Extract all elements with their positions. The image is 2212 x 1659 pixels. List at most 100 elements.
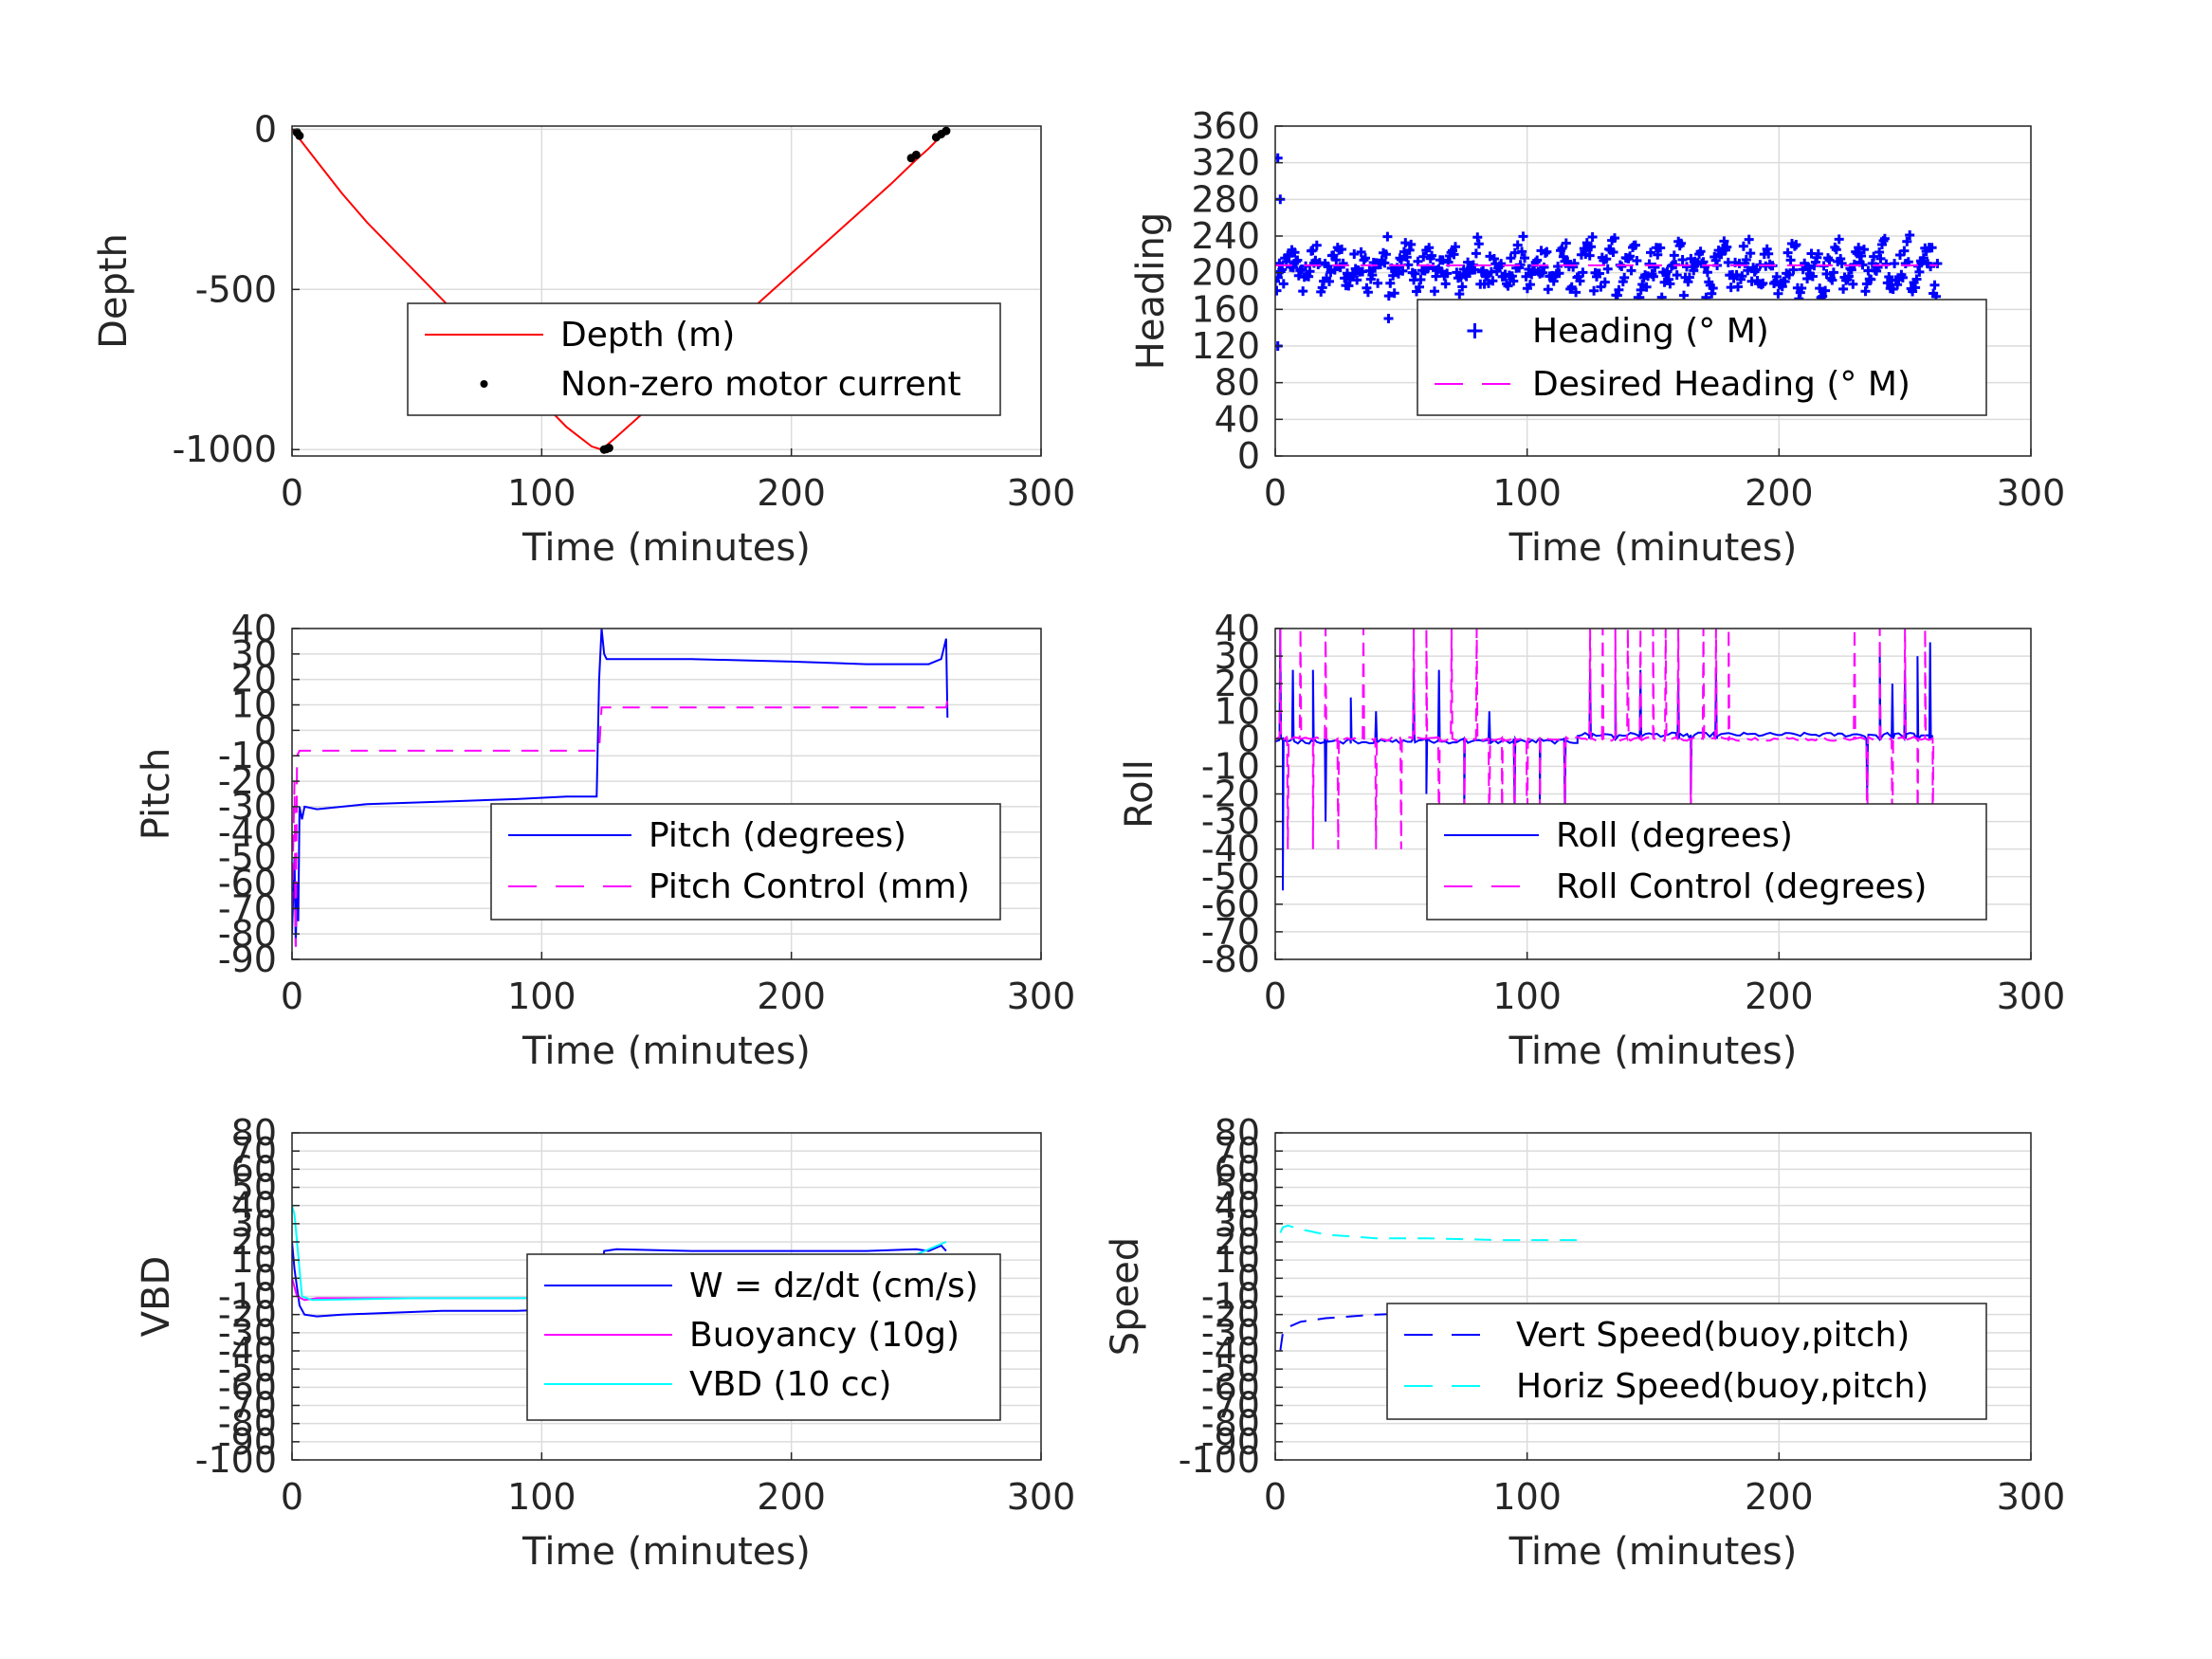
depth-xlabel: Time (minutes) <box>521 526 811 570</box>
roll-legend-label: Roll Control (degrees) <box>1556 867 1927 906</box>
speed-ytick-label: 50 <box>1215 1167 1260 1209</box>
pitch-ytick-label: 0 <box>254 709 277 751</box>
heading-ytick-label: 80 <box>1215 362 1260 404</box>
pitch-chart: 0 100 200 300-90-80-70-60-50-40-30-20-10010… <box>135 608 1075 1073</box>
depth-axes-box <box>291 125 1042 457</box>
depth-legend-label: Depth (m) <box>560 316 735 355</box>
vbd-legend-box <box>526 1253 1001 1421</box>
depth-series-1-point <box>295 131 304 140</box>
vbd-ytick-label: -20 <box>218 1294 277 1336</box>
pitch-legend-box <box>490 803 1001 921</box>
roll-ytick-label: 0 <box>1237 718 1260 759</box>
heading-data <box>1275 153 1943 374</box>
depth-ytick-label: 0 <box>254 108 277 150</box>
depth-series-1-point <box>604 444 613 453</box>
speed-ytick-label: 10 <box>1215 1239 1260 1281</box>
pitch-series-0-line <box>292 629 949 947</box>
depth-ytick-label: -1000 <box>173 428 277 470</box>
speed-ytick-label: 30 <box>1215 1203 1260 1245</box>
roll-legend-label: Roll (degrees) <box>1556 816 1793 855</box>
pitch-series-1-line <box>292 700 949 947</box>
roll-ytick-label: -70 <box>1201 911 1260 953</box>
speed-ylabel: Speed <box>1104 1237 1147 1356</box>
roll-series-0-line <box>1275 629 1934 891</box>
depth-xtick-label: 0 <box>281 472 303 514</box>
vbd-ytick-label: 30 <box>231 1203 277 1245</box>
depth-series-0-line <box>292 128 947 451</box>
heading-chart: 0 100 200 30004080120160200240280320360Time… <box>1129 105 2065 570</box>
heading-ytick-label: 40 <box>1215 398 1260 440</box>
speed-ytick-label: -60 <box>1201 1366 1260 1408</box>
vbd-ytick-label: -50 <box>218 1348 277 1390</box>
speed-ytick-label: -10 <box>1201 1276 1260 1318</box>
depth-chart: 0 100 200 300 -1000 -500 0 Time (minutes) Depth D… <box>92 108 1075 570</box>
speed-ytick-label: 60 <box>1215 1148 1260 1190</box>
speed-ytick-label: -30 <box>1201 1312 1260 1354</box>
vbd-ytick-label: -70 <box>218 1385 277 1427</box>
vbd-ytick-label: -100 <box>195 1439 277 1481</box>
pitch-ytick-label: -10 <box>218 735 277 776</box>
pitch-axes-box <box>291 628 1042 960</box>
speed-ytick-label: -20 <box>1201 1294 1260 1336</box>
vbd-legend-label: W = dz/dt (cm/s) <box>689 1267 978 1305</box>
roll-ytick-label: 30 <box>1215 635 1260 677</box>
vbd-ytick-label: 10 <box>231 1239 277 1281</box>
roll-ytick-label: -60 <box>1201 884 1260 925</box>
heading-ytick-label: 320 <box>1191 142 1260 184</box>
roll-series-1-line <box>1275 629 1935 849</box>
pitch-ytick-label: -30 <box>218 786 277 828</box>
roll-ytick-label: 40 <box>1215 608 1260 649</box>
pitch-ytick-label: 10 <box>231 684 277 726</box>
heading-legend-marker <box>1467 323 1483 338</box>
vbd-xtick-label: 100 <box>507 1476 576 1518</box>
vbd-ytick-label: -60 <box>218 1366 277 1408</box>
vbd-ytick-label: 80 <box>231 1112 277 1154</box>
speed-xtick-label: 100 <box>1492 1476 1562 1518</box>
speed-legend-label: Horiz Speed(buoy,pitch) <box>1516 1367 1929 1406</box>
roll-chart: 0 100 200 300-80-70-60-50-40-30-20-10010203… <box>1118 608 2065 1073</box>
vbd-ytick-label: 40 <box>231 1185 277 1227</box>
speed-xtick-label: 300 <box>1997 1476 2066 1518</box>
pitch-xlabel: Time (minutes) <box>521 1030 811 1073</box>
speed-ytick-label: 0 <box>1237 1257 1260 1299</box>
heading-ytick-label: 160 <box>1191 288 1260 330</box>
vbd-ytick-label: -80 <box>218 1403 277 1445</box>
roll-legend-box <box>1426 803 1987 921</box>
roll-xtick-label: 0 <box>1264 975 1287 1017</box>
speed-xtick-label: 0 <box>1264 1476 1287 1518</box>
pitch-legend: Pitch (degrees) Pitch Control (mm) <box>490 803 1001 921</box>
roll-ytick-label: 10 <box>1215 690 1260 732</box>
depth-data <box>292 126 951 454</box>
heading-xtick-label: 100 <box>1492 472 1562 514</box>
speed-legend-box <box>1386 1303 1987 1420</box>
vbd-ytick-label: -10 <box>218 1276 277 1318</box>
speed-xtick-label: 200 <box>1745 1476 1814 1518</box>
roll-ytick-label: -30 <box>1201 801 1260 843</box>
heading-legend-label: Heading (° M) <box>1532 312 1769 351</box>
speed-ytick-label: -100 <box>1179 1439 1260 1481</box>
pitch-ylabel: Pitch <box>135 748 178 840</box>
speed-ytick-label: -80 <box>1201 1403 1260 1445</box>
vbd-ytick-label: -40 <box>218 1330 277 1372</box>
depth-xtick-label: 300 <box>1007 472 1076 514</box>
depth-series-1-point <box>941 126 951 136</box>
pitch-ytick-label: -50 <box>218 837 277 879</box>
vbd-ytick-label: 70 <box>231 1130 277 1172</box>
heading-axes-box <box>1274 125 2032 457</box>
depth-legend: Depth (m) Non-zero motor current <box>407 302 1001 416</box>
vbd-legend: W = dz/dt (cm/s) Buoyancy (10g) VBD (10 cc… <box>526 1253 1001 1421</box>
heading-xtick-label: 200 <box>1745 472 1814 514</box>
roll-data <box>1275 629 1935 891</box>
heading-legend-label: Desired Heading (° M) <box>1532 365 1910 404</box>
heading-ylabel: Heading <box>1129 212 1173 370</box>
roll-ytick-label: 20 <box>1215 663 1260 704</box>
speed-xlabel: Time (minutes) <box>1508 1530 1798 1574</box>
speed-ytick-label: -70 <box>1201 1385 1260 1427</box>
roll-ylabel: Roll <box>1118 759 1161 829</box>
vbd-ytick-label: 0 <box>254 1257 277 1299</box>
roll-ytick-label: -20 <box>1201 774 1260 815</box>
vbd-ytick-label: -30 <box>218 1312 277 1354</box>
depth-legend-label: Non-zero motor current <box>560 365 961 404</box>
roll-ytick-label: -80 <box>1201 939 1260 980</box>
